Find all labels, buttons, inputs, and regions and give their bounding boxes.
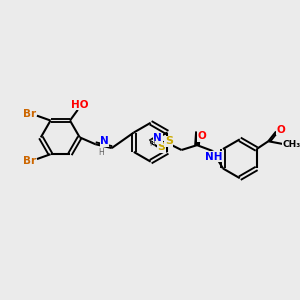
Text: H: H bbox=[149, 139, 155, 148]
Text: S: S bbox=[165, 136, 173, 146]
Text: S: S bbox=[158, 142, 166, 152]
Text: Br: Br bbox=[22, 109, 36, 119]
Text: H: H bbox=[98, 148, 104, 157]
Text: N: N bbox=[154, 133, 162, 143]
Text: O: O bbox=[277, 124, 285, 135]
Text: O: O bbox=[197, 131, 206, 141]
Text: CH₃: CH₃ bbox=[283, 140, 300, 149]
Text: NH: NH bbox=[205, 152, 222, 162]
Text: HO: HO bbox=[71, 100, 88, 110]
Text: Br: Br bbox=[22, 156, 36, 166]
Text: N: N bbox=[100, 136, 109, 146]
